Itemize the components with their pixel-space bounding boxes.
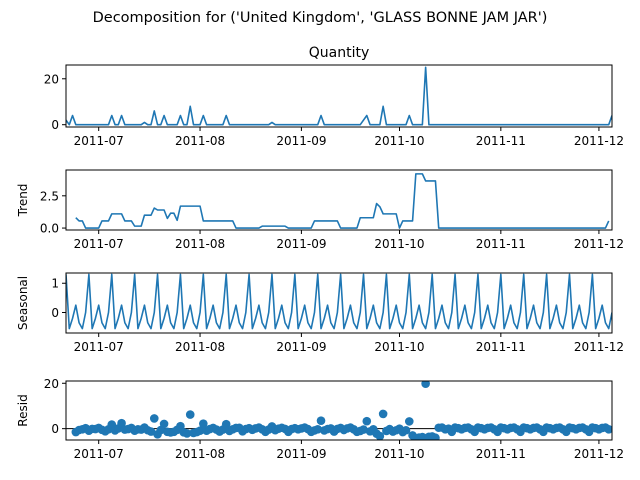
figure-suptitle: Decomposition for ('United Kingdom', 'GL… xyxy=(93,10,548,26)
scatter-point xyxy=(404,417,414,426)
x-tick-label: 2011-07 xyxy=(74,134,124,148)
y-tick-label: 2.5 xyxy=(40,189,59,203)
scatter-point xyxy=(401,425,411,435)
panel-4: Resid 2011-07 2011-08 2011-09 2011-10 2011-11… xyxy=(16,377,624,461)
panel-ylabel: Seasonal xyxy=(16,276,30,330)
axes-frame xyxy=(65,380,613,441)
panel-ylabel: Trend xyxy=(16,184,30,218)
plot-area xyxy=(66,381,612,440)
scatter-point xyxy=(117,418,126,428)
plot-area xyxy=(66,66,612,126)
scatter-point xyxy=(146,427,156,436)
x-tick-label: 2011-12 xyxy=(574,447,624,461)
x-tick-label: 2011-09 xyxy=(276,237,326,251)
panel-2: Trend 2011-07 2011-08 2011-09 2011-10 2011-11… xyxy=(16,169,624,251)
y-tick-label: 0 xyxy=(51,306,59,320)
x-tick-label: 2011-07 xyxy=(74,447,124,461)
scatter-point xyxy=(359,425,368,434)
x-tick-label: 2011-10 xyxy=(374,340,424,354)
scatter-point xyxy=(431,433,440,440)
x-tick-label: 2011-12 xyxy=(574,134,624,148)
scatter-point xyxy=(185,410,195,419)
scatter-point xyxy=(378,409,388,419)
x-tick-label: 2011-11 xyxy=(476,447,526,461)
y-tick-label: 1 xyxy=(51,277,59,291)
panel-ylabel: Resid xyxy=(16,394,30,426)
scatter-point xyxy=(604,425,612,434)
scatter-point xyxy=(221,419,231,429)
series-line xyxy=(75,173,610,229)
x-tick-label: 2011-09 xyxy=(276,447,326,461)
scatter-point xyxy=(159,419,169,429)
scatter-point xyxy=(418,432,427,440)
scatter-point xyxy=(313,425,323,434)
series-line xyxy=(66,273,612,330)
panel-title: Quantity xyxy=(309,45,370,61)
x-tick-label: 2011-08 xyxy=(175,134,225,148)
axes-frame xyxy=(65,64,613,128)
plot-area xyxy=(75,173,610,229)
plot-area xyxy=(66,273,612,330)
x-tick-label: 2011-09 xyxy=(276,340,326,354)
x-tick-label: 2011-10 xyxy=(374,447,424,461)
x-tick-label: 2011-12 xyxy=(574,237,624,251)
x-tick-label: 2011-11 xyxy=(476,134,526,148)
x-tick-label: 2011-10 xyxy=(374,134,424,148)
x-tick-label: 2011-11 xyxy=(476,237,526,251)
x-tick-label: 2011-08 xyxy=(175,447,225,461)
x-tick-label: 2011-12 xyxy=(574,340,624,354)
y-tick-label: 20 xyxy=(44,72,59,86)
x-tick-label: 2011-08 xyxy=(175,340,225,354)
x-tick-label: 2011-07 xyxy=(74,340,124,354)
panels: Quantity 2011-07 2011-08 2011-09 2011-10 2011… xyxy=(16,45,624,461)
scatter-point xyxy=(421,381,430,389)
y-tick-label: 0 xyxy=(51,118,59,132)
y-tick-label: 0.0 xyxy=(40,222,59,236)
panel-3: Seasonal 2011-07 2011-08 2011-09 2011-10 2011… xyxy=(16,272,624,354)
x-tick-label: 2011-07 xyxy=(74,237,124,251)
scatter-point xyxy=(199,419,208,428)
scatter-point xyxy=(362,416,372,426)
scatter-point xyxy=(316,416,326,426)
axes-frame xyxy=(65,169,613,231)
scatter-point xyxy=(182,429,192,438)
series-line xyxy=(66,66,612,126)
panel-1: Quantity 2011-07 2011-08 2011-09 2011-10 2011… xyxy=(44,45,624,148)
x-tick-label: 2011-09 xyxy=(276,134,326,148)
axes-frame xyxy=(65,272,613,334)
scatter-point xyxy=(195,426,205,436)
y-tick-label: 20 xyxy=(44,377,59,391)
x-tick-label: 2011-10 xyxy=(374,237,424,251)
scatter-point xyxy=(375,431,385,440)
scatter-point xyxy=(149,414,159,423)
x-tick-label: 2011-08 xyxy=(175,237,225,251)
x-tick-label: 2011-11 xyxy=(476,340,526,354)
y-tick-label: 0 xyxy=(51,422,59,436)
